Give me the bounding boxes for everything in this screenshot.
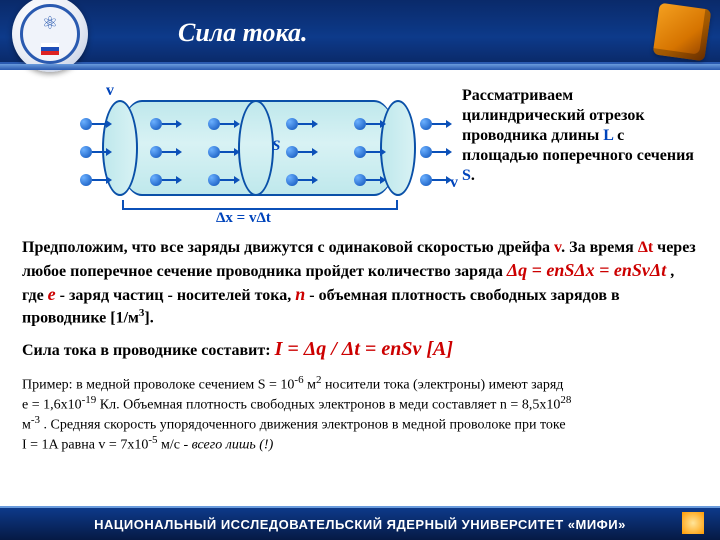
slide-footer: НАЦИОНАЛЬНЫЙ ИССЛЕДОВАТЕЛЬСКИЙ ЯДЕРНЫЙ У…: [0, 506, 720, 540]
ex-28: 28: [560, 394, 571, 406]
intro-text: Рассматриваем цилиндрический отрезок про…: [462, 86, 698, 186]
p1-t7: ].: [144, 310, 153, 327]
example-text: Пример: в медной проволоке сечением S = …: [22, 374, 698, 455]
atom-icon: ⚛: [42, 13, 58, 34]
label-S: S: [272, 138, 280, 155]
paragraph-2: Сила тока в проводнике составит: I = Δq …: [22, 336, 698, 362]
ex-l3a: м: [22, 417, 31, 432]
footer-text: НАЦИОНАЛЬНЫЙ ИССЛЕДОВАТЕЛЬСКИЙ ЯДЕРНЫЙ У…: [94, 517, 626, 532]
charge-arrow-icon: [80, 118, 92, 130]
paragraph-1: Предположим, что все заряды движутся с о…: [22, 238, 698, 330]
ex-l4b: м/с: [158, 438, 184, 453]
dx-bracket: [122, 200, 398, 210]
header-underline: [0, 64, 720, 70]
charge-arrow-icon: [286, 146, 298, 158]
charge-arrow-icon: [420, 174, 432, 186]
p1-dt: Δt: [638, 239, 653, 256]
charge-arrow-icon: [420, 146, 432, 158]
p1-e: e: [48, 284, 56, 304]
charge-arrow-icon: [80, 146, 92, 158]
charge-arrow-icon: [80, 174, 92, 186]
charge-arrow-icon: [208, 118, 220, 130]
charge-arrow-icon: [286, 118, 298, 130]
ex-l1a: Пример: в медной проволоке сечением S = …: [22, 377, 294, 392]
ex-m3: -3: [31, 414, 40, 426]
ex-tail: - всего лишь (!): [183, 438, 273, 453]
ex-m6: -6: [294, 374, 303, 386]
p1-t1: Предположим, что все заряды движутся с о…: [22, 239, 554, 256]
slide-header: ⚛ Сила тока.: [0, 0, 720, 64]
p1-t2: . За время: [561, 239, 638, 256]
ex-m19: -19: [82, 394, 97, 406]
charge-arrow-icon: [354, 146, 366, 158]
label-v-top: v: [106, 82, 114, 100]
label-dx: Δx = vΔt: [216, 210, 271, 227]
intro-S: S: [462, 167, 471, 184]
ex-l1c: носители тока (электроны) имеют заряд: [321, 377, 563, 392]
p1-eq: Δq = enSΔx = enSvΔt: [507, 260, 666, 280]
charge-arrow-icon: [150, 118, 162, 130]
ex-l2b: Кл. Объемная плотность свободных электро…: [96, 397, 560, 412]
charge-arrow-icon: [208, 146, 220, 158]
cylinder-cross-section: [238, 100, 274, 196]
conductor-diagram: v v S Δx = vΔt Рассматриваем цилиндричес…: [22, 82, 698, 232]
p1-t5: - заряд частиц - носителей тока,: [56, 287, 296, 304]
charge-arrow-icon: [420, 118, 432, 130]
university-logo: ⚛: [12, 0, 88, 72]
charge-arrow-icon: [150, 174, 162, 186]
charge-arrow-icon: [150, 146, 162, 158]
ex-l2a: e = 1,6x10: [22, 397, 82, 412]
ex-l3b: . Средняя скорость упорядоченного движен…: [40, 417, 566, 432]
charge-arrow-icon: [354, 174, 366, 186]
slide-title: Сила тока.: [178, 18, 308, 48]
intro-t3: .: [471, 167, 475, 184]
label-v-right: v: [450, 174, 458, 192]
flag-icon: [41, 43, 59, 55]
ex-m5: -5: [148, 434, 157, 446]
corner-cube-icon: [653, 3, 712, 62]
footer-star-icon: [682, 512, 704, 534]
p2-t1: Сила тока в проводнике составит:: [22, 342, 275, 359]
charge-arrow-icon: [208, 174, 220, 186]
charge-arrow-icon: [286, 174, 298, 186]
ex-l4a: I = 1A равна v = 7x10: [22, 438, 148, 453]
p1-n: n: [295, 284, 305, 304]
p2-eq: I = Δq / Δt = enSv [A]: [275, 338, 453, 360]
ex-l1b: м: [304, 377, 316, 392]
slide-content: v v S Δx = vΔt Рассматриваем цилиндричес…: [0, 74, 720, 506]
intro-L: L: [603, 127, 613, 144]
charge-arrow-icon: [354, 118, 366, 130]
